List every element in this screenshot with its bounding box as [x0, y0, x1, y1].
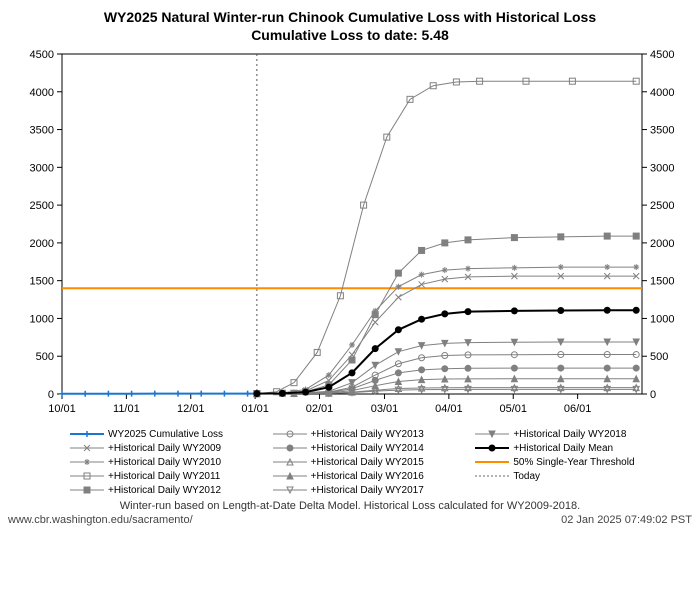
legend-swatch-hd2012 [70, 484, 104, 496]
legend-swatch-hd2011 [70, 470, 104, 482]
svg-text:2000: 2000 [650, 238, 674, 250]
svg-text:03/01: 03/01 [371, 403, 399, 415]
legend-swatch-hd2015 [273, 456, 307, 468]
legend-label-hd2013: +Historical Daily WY2013 [311, 429, 424, 440]
svg-text:0: 0 [650, 389, 656, 401]
legend-item-today: Today [475, 470, 670, 482]
legend-item-hd2010: +Historical Daily WY2010 [70, 456, 265, 468]
svg-text:1000: 1000 [30, 314, 54, 326]
svg-text:2000: 2000 [30, 238, 54, 250]
chart-title-line1: WY2025 Natural Winter-run Chinook Cumula… [0, 8, 700, 26]
svg-text:4000: 4000 [650, 87, 674, 99]
legend-item-hd2016: +Historical Daily WY2016 [273, 470, 468, 482]
chart-svg: 0 0 500 500 1000 1000 1500 1500 2000 2000 2500 2500… [0, 44, 700, 424]
legend-label-threshold: 50% Single-Year Threshold [513, 457, 634, 468]
footer-url: www.cbr.washington.edu/sacramento/ [8, 514, 193, 526]
svg-text:06/01: 06/01 [564, 403, 592, 415]
legend-item-wy2025: WY2025 Cumulative Loss [70, 428, 265, 440]
legend: WY2025 Cumulative Loss +Historical Daily … [0, 424, 700, 496]
svg-text:4500: 4500 [30, 49, 54, 61]
legend-swatch-hd2014 [273, 442, 307, 454]
svg-text:3000: 3000 [30, 163, 54, 175]
legend-item-hd2017: +Historical Daily WY2017 [273, 484, 468, 496]
svg-text:01/01: 01/01 [241, 403, 269, 415]
svg-text:1500: 1500 [30, 276, 54, 288]
svg-text:02/01: 02/01 [306, 403, 334, 415]
footnote-text: Winter-run based on Length-at-Date Delta… [0, 496, 700, 514]
svg-text:1000: 1000 [650, 314, 674, 326]
legend-label-hd2015: +Historical Daily WY2015 [311, 457, 424, 468]
svg-text:3000: 3000 [650, 163, 674, 175]
legend-item-hd2015: +Historical Daily WY2015 [273, 456, 468, 468]
svg-text:1500: 1500 [650, 276, 674, 288]
svg-text:11/01: 11/01 [113, 403, 140, 415]
legend-label-hd2011: +Historical Daily WY2011 [108, 471, 220, 482]
legend-item-hdmean: +Historical Daily Mean [475, 442, 670, 454]
legend-label-hd2017: +Historical Daily WY2017 [311, 485, 424, 496]
svg-text:3500: 3500 [650, 125, 674, 137]
svg-text:10/01: 10/01 [48, 403, 76, 415]
svg-text:2500: 2500 [30, 200, 54, 212]
legend-label-wy2025: WY2025 Cumulative Loss [108, 429, 223, 440]
svg-text:500: 500 [36, 352, 54, 364]
svg-text:12/01: 12/01 [177, 403, 205, 415]
legend-item-hd2011: +Historical Daily WY2011 [70, 470, 265, 482]
chart-area: 0 0 500 500 1000 1000 1500 1500 2000 2000 2500 2500… [0, 44, 700, 424]
legend-item-hd2018: +Historical Daily WY2018 [475, 428, 670, 440]
legend-label-today: Today [513, 471, 540, 482]
legend-swatch-hd2013 [273, 428, 307, 440]
legend-label-hd2014: +Historical Daily WY2014 [311, 443, 424, 454]
chart-title-line2: Cumulative Loss to date: 5.48 [0, 26, 700, 44]
legend-label-hd2018: +Historical Daily WY2018 [513, 429, 626, 440]
legend-item-hd2012: +Historical Daily WY2012 [70, 484, 265, 496]
svg-text:500: 500 [650, 352, 668, 364]
legend-label-hd2016: +Historical Daily WY2016 [311, 471, 424, 482]
legend-label-hd2010: +Historical Daily WY2010 [108, 457, 221, 468]
svg-text:4000: 4000 [30, 87, 54, 99]
legend-swatch-hd2010 [70, 456, 104, 468]
legend-label-hd2009: +Historical Daily WY2009 [108, 443, 221, 454]
legend-item-hd2013: +Historical Daily WY2013 [273, 428, 468, 440]
svg-text:2500: 2500 [650, 200, 674, 212]
legend-swatch-today [475, 470, 509, 482]
legend-label-hdmean: +Historical Daily Mean [513, 443, 613, 454]
svg-text:04/01: 04/01 [435, 403, 463, 415]
legend-item-threshold: 50% Single-Year Threshold [475, 456, 670, 468]
svg-text:0: 0 [48, 389, 54, 401]
legend-label-hd2012: +Historical Daily WY2012 [108, 485, 221, 496]
legend-item-hd2009: +Historical Daily WY2009 [70, 442, 265, 454]
svg-text:3500: 3500 [30, 125, 54, 137]
legend-swatch-hd2017 [273, 484, 307, 496]
svg-text:4500: 4500 [650, 49, 674, 61]
legend-swatch-hd2009 [70, 442, 104, 454]
legend-swatch-hdmean [475, 442, 509, 454]
svg-text:05/01: 05/01 [499, 403, 527, 415]
legend-swatch-hd2018 [475, 428, 509, 440]
legend-swatch-threshold [475, 456, 509, 468]
legend-item-hd2014: +Historical Daily WY2014 [273, 442, 468, 454]
footer-timestamp: 02 Jan 2025 07:49:02 PST [561, 514, 692, 526]
legend-swatch-wy2025 [70, 428, 104, 440]
legend-swatch-hd2016 [273, 470, 307, 482]
